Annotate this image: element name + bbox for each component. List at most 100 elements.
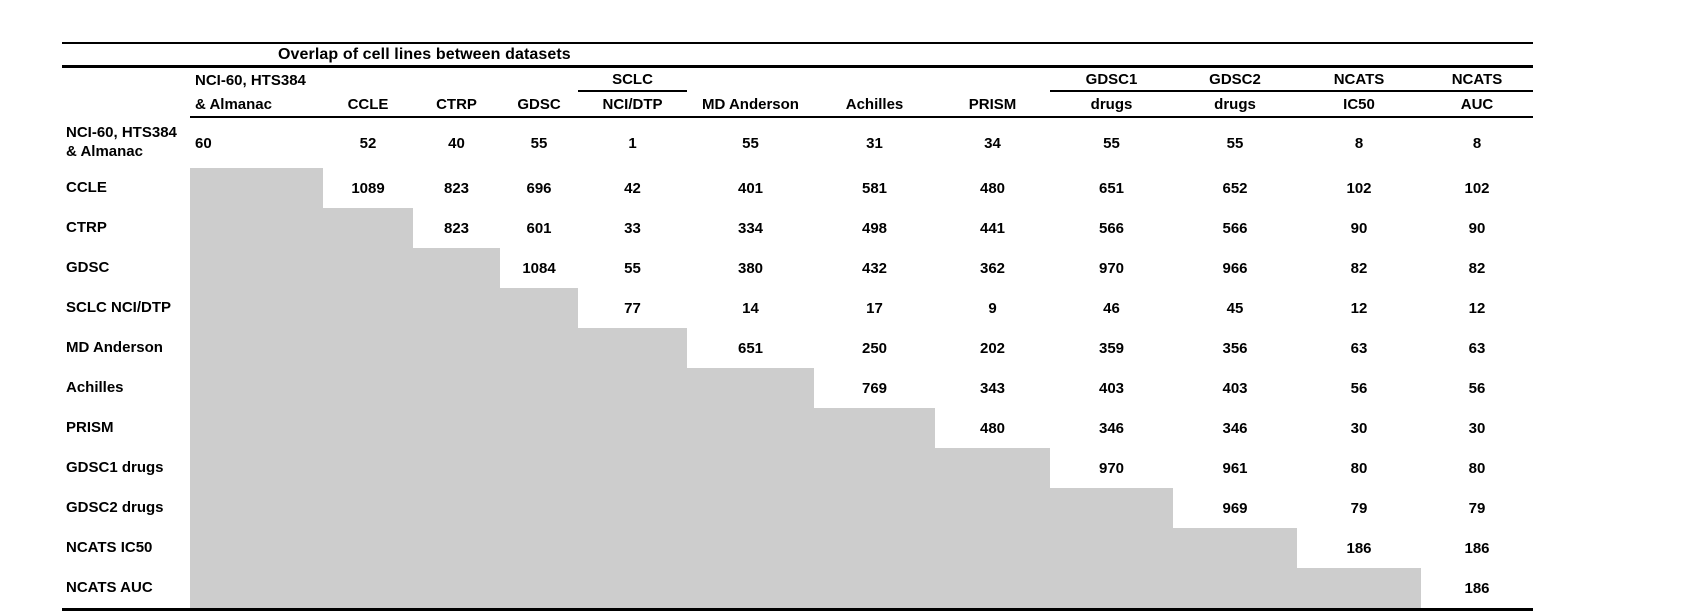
shaded-cell [935,448,1050,488]
value-cell: 55 [530,134,548,152]
header-row: & Almanac CCLE CTRP GDSC NCI/DTP MD Anderson A… [62,92,1533,118]
shaded-cell [500,368,578,408]
shaded-cell [578,408,687,448]
shaded-cell [687,528,814,568]
value-cell: 77 [624,299,641,317]
value-cell: 80 [1468,459,1486,477]
table-title-row: Overlap of cell lines between datasets [62,42,1533,68]
value-cell: 769 [861,379,888,397]
col-header: MD Anderson [687,92,814,118]
shaded-cell [413,408,500,448]
row-label: CTRP [66,218,107,236]
value-cell: 651 [737,339,764,357]
value-cell: 480 [979,419,1006,437]
shaded-cell [578,568,687,608]
row-label: NCATS AUC [66,578,153,596]
shaded-cell [814,528,935,568]
value-cell: 55 [1103,134,1120,152]
value-cell: 334 [737,219,764,237]
shaded-cell [323,408,413,448]
value-cell: 250 [861,339,888,357]
value-cell: 82 [1468,259,1486,277]
shaded-cell [578,368,687,408]
value-cell: 12 [1468,299,1486,317]
row-label: GDSC1 drugs [66,458,164,476]
shaded-cell [578,528,687,568]
value-cell: 102 [1346,179,1372,197]
shaded-cell [323,368,413,408]
shaded-cell [935,528,1050,568]
value-cell: 31 [866,134,883,152]
shaded-cell [323,288,413,328]
shaded-cell [190,208,323,248]
value-cell: 17 [866,299,883,317]
shaded-cell [190,288,323,328]
shaded-cell [413,248,500,288]
table-body: NCI-60, HTS384 & Almanac 60 52 40 55 1 55 31 34 5… [62,118,1533,611]
shaded-cell [323,488,413,528]
col-header: drugs [1050,92,1173,118]
col-group-spacer [413,68,500,92]
value-cell: 55 [624,259,641,277]
shaded-cell [1050,528,1173,568]
col-header: GDSC [500,92,578,118]
value-cell: 480 [979,179,1006,197]
shaded-cell [578,448,687,488]
shaded-cell [190,448,323,488]
value-cell: 380 [737,259,764,277]
value-cell: 9 [988,299,997,317]
overlap-matrix-figure: Overlap of cell lines between datasets N… [62,42,1533,611]
value-cell: 696 [526,179,552,197]
shaded-cell [687,368,814,408]
value-cell: 362 [979,259,1006,277]
value-cell: 566 [1222,219,1248,237]
row-label: NCI-60, HTS384 & Almanac [66,124,177,160]
shaded-cell [323,208,413,248]
shaded-cell [190,528,323,568]
table-title: Overlap of cell lines between datasets [278,45,571,63]
value-cell: 343 [979,379,1006,397]
shaded-cell [814,568,935,608]
value-cell: 45 [1226,299,1244,317]
shaded-cell [413,448,500,488]
shaded-cell [500,408,578,448]
shaded-cell [687,568,814,608]
value-cell: 46 [1103,299,1120,317]
shaded-cell [190,168,323,208]
col-header: PRISM [935,92,1050,118]
shaded-cell [1297,568,1421,608]
row-label: NCATS IC50 [66,538,153,556]
shaded-cell [687,448,814,488]
value-cell: 55 [1226,134,1244,152]
value-cell: 8 [1354,134,1364,152]
col-header: drugs [1173,92,1297,118]
row-label: CCLE [66,178,107,196]
value-cell: 581 [861,179,888,197]
value-cell: 60 [195,134,212,152]
col-group-header: GDSC2 [1173,68,1297,92]
col-group-header: GDSC1 [1050,68,1173,92]
value-cell: 601 [526,219,552,237]
value-cell: 56 [1468,379,1486,397]
value-cell: 566 [1098,219,1125,237]
value-cell: 441 [979,219,1006,237]
value-cell: 34 [984,134,1001,152]
value-cell: 356 [1222,339,1248,357]
shaded-cell [190,248,323,288]
row-label: GDSC [66,258,110,276]
value-cell: 30 [1350,419,1368,437]
shaded-cell [323,528,413,568]
value-cell: 80 [1350,459,1368,477]
shaded-cell [814,448,935,488]
value-cell: 186 [1464,579,1490,597]
value-cell: 42 [624,179,641,197]
col-group-spacer [814,68,935,92]
value-cell: 186 [1346,539,1372,557]
value-cell: 1089 [351,179,385,197]
shaded-cell [687,408,814,448]
value-cell: 346 [1222,419,1248,437]
col-group-spacer [500,68,578,92]
shaded-cell [1050,568,1173,608]
value-cell: 966 [1222,259,1248,277]
col-header: CCLE [323,92,413,118]
